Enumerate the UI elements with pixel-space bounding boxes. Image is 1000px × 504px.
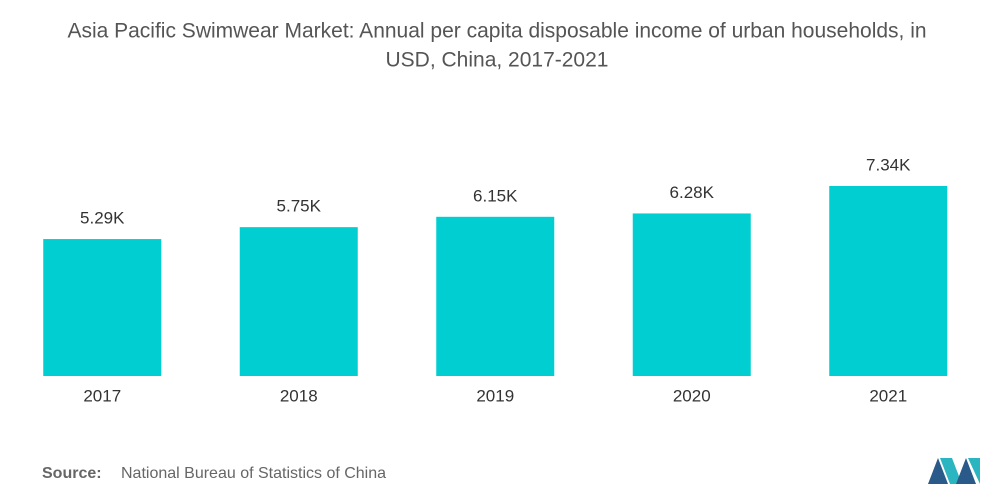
bar bbox=[632, 213, 751, 376]
bar bbox=[239, 227, 358, 376]
value-label: 5.75K bbox=[277, 197, 322, 216]
value-label: 6.15K bbox=[473, 186, 518, 205]
x-tick-label: 2017 bbox=[83, 386, 121, 405]
value-label: 7.34K bbox=[866, 155, 911, 174]
value-label: 5.29K bbox=[80, 209, 125, 228]
x-tick-label: 2018 bbox=[280, 386, 318, 405]
value-label: 6.28K bbox=[670, 183, 715, 202]
bar bbox=[43, 239, 162, 376]
chart-title: USD, China, 2017-2021 bbox=[386, 49, 609, 72]
source: National Bureau of Statistics of China bbox=[121, 465, 386, 482]
x-tick-label: 2020 bbox=[673, 386, 711, 405]
x-tick-label: 2021 bbox=[869, 386, 907, 405]
bar bbox=[436, 216, 555, 376]
chart-title: Asia Pacific Swimwear Market: Annual per… bbox=[67, 20, 926, 43]
source-label: Source: bbox=[42, 465, 102, 482]
logo bbox=[928, 458, 980, 484]
x-tick-label: 2019 bbox=[476, 386, 514, 405]
bar bbox=[829, 186, 948, 376]
